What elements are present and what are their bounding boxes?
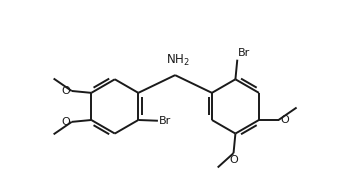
Text: Br: Br	[159, 116, 171, 126]
Text: NH$_2$: NH$_2$	[166, 53, 190, 68]
Text: O: O	[229, 155, 238, 165]
Text: O: O	[280, 115, 289, 125]
Text: O: O	[62, 117, 70, 127]
Text: Br: Br	[238, 48, 250, 58]
Text: O: O	[62, 86, 70, 96]
